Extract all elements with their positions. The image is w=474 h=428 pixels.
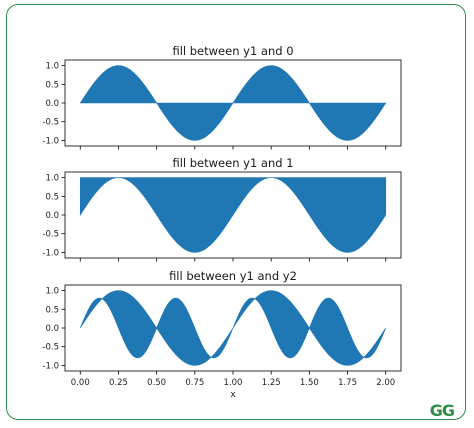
- y-tick-label: -0.5: [42, 343, 59, 353]
- subplot-3: fill between y1 and y2 1.0 0.5 0.0 -0.5 -1.0 0…: [42, 269, 402, 400]
- y-tick-label: 0.5: [45, 305, 59, 315]
- x-tick-label: 0.50: [147, 378, 166, 388]
- y-tick-label: 1.0: [45, 287, 59, 297]
- x-tick-label: 0.25: [109, 378, 128, 388]
- subplot-title: fill between y1 and 0: [172, 44, 293, 58]
- y-tick-label: -0.5: [42, 118, 59, 128]
- y-tick-label: 0.5: [45, 80, 59, 90]
- x-tick-label: 1.00: [224, 378, 243, 388]
- y-tick-label: -1.0: [42, 248, 59, 258]
- y-tick-label: 0.0: [45, 99, 59, 109]
- subplot-title: fill between y1 and 1: [172, 156, 293, 170]
- x-tick-label: 1.75: [338, 378, 357, 388]
- y-tick-label: 0.5: [45, 192, 59, 202]
- gfg-logo: GG: [429, 401, 455, 420]
- x-axis-label: x: [230, 390, 236, 400]
- y-tick-label: 1.0: [45, 62, 59, 72]
- y-tick-label: -1.0: [42, 361, 59, 371]
- x-tick-label: 0.00: [71, 378, 90, 388]
- x-tick-label: 0.75: [185, 378, 204, 388]
- y-tick-label: -1.0: [42, 136, 59, 146]
- figure-frame: [6, 4, 466, 420]
- filled-area: [79, 290, 387, 366]
- x-tick-label: 1.50: [300, 378, 319, 388]
- subplot-1: fill between y1 and 0 1.0 0.5 0.0 -0.5 -1.0: [42, 44, 402, 150]
- y-tick-label: 0.0: [45, 211, 59, 221]
- y-tick-label: 1.0: [45, 174, 59, 184]
- subplot-title: fill between y1 and y2: [169, 269, 297, 283]
- filled-area: [79, 177, 387, 253]
- filled-area: [79, 65, 387, 141]
- y-tick-label: -0.5: [42, 230, 59, 240]
- x-tick-label: 1.25: [262, 378, 281, 388]
- y-tick-label: 0.0: [45, 324, 59, 334]
- subplot-2: fill between y1 and 1 1.0 0.5 0.0 -0.5 -1.0: [42, 156, 402, 262]
- x-tick-label: 2.00: [376, 378, 395, 388]
